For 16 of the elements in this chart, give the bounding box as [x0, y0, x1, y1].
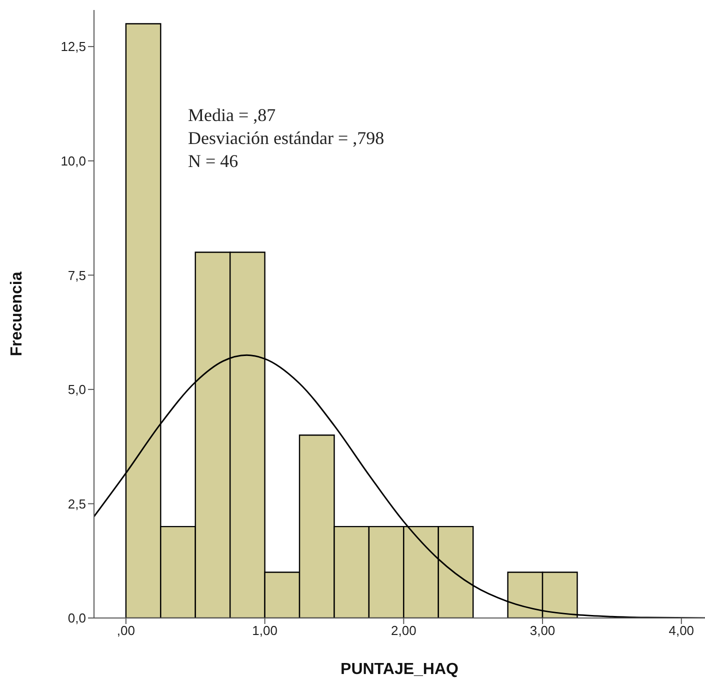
y-tick-label: 5,0: [68, 382, 86, 398]
y-tick-label: 0,0: [68, 610, 86, 626]
y-tick-label: 2,5: [68, 496, 86, 512]
x-tick-label: 2,00: [391, 623, 416, 638]
x-tick-label: 1,00: [252, 623, 278, 638]
annotation: N = 46: [188, 150, 240, 173]
annotation: Media = ,87: [188, 104, 277, 127]
x-tick-label: ,00: [116, 623, 135, 638]
x-tick-label: 4,00: [668, 623, 694, 638]
annotation: Desviación estándar = ,798: [188, 127, 384, 150]
y-axis-title: Frecuencia: [8, 272, 26, 356]
y-tick-label: 10,0: [60, 153, 86, 168]
x-tick-label: 3,00: [530, 623, 556, 638]
y-tick-label: 7,5: [68, 268, 86, 283]
x-axis-title: PUNTAJE_HAQ: [340, 661, 458, 678]
y-tick-label: 12,5: [60, 39, 86, 54]
